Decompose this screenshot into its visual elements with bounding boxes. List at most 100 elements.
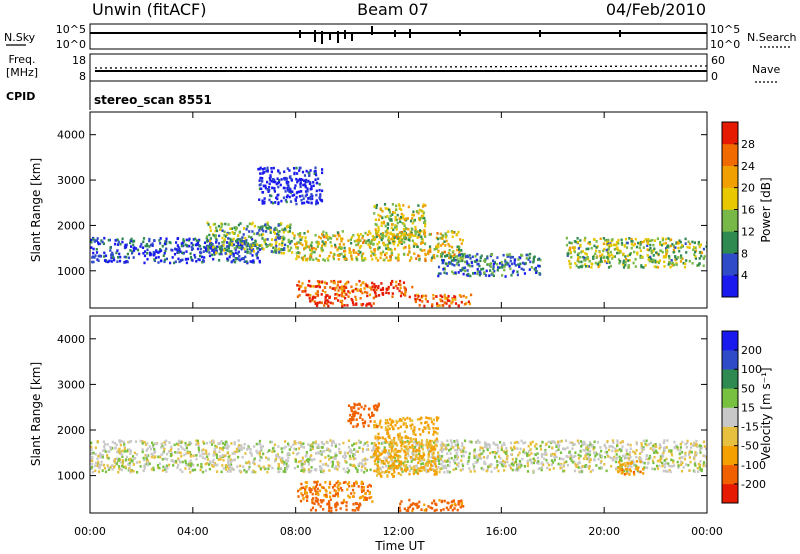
power-cell (185, 250, 188, 253)
velocity-cell (632, 450, 635, 453)
power-cell (420, 249, 424, 252)
power-cell (95, 251, 99, 254)
power-cell (361, 236, 364, 240)
velocity-cell (433, 499, 436, 502)
velocity-cell (373, 424, 376, 427)
velocity-cell (456, 463, 459, 467)
velocity-cell (384, 450, 387, 454)
velocity-cell (585, 457, 588, 460)
velocity-cell (579, 454, 582, 458)
power-cell (606, 250, 609, 253)
power-cell (393, 226, 397, 229)
power-cell (511, 271, 514, 274)
power-cell (232, 258, 235, 262)
velocity-cell (628, 456, 631, 460)
power-cell (289, 175, 292, 178)
velocity-cell (118, 457, 121, 461)
power-cell (97, 241, 100, 244)
velocity-cell (117, 459, 120, 462)
velocity-cell (318, 445, 321, 449)
power-cell (107, 260, 110, 264)
velocity-cell (131, 455, 135, 458)
power-cell (298, 195, 302, 198)
power-cell (461, 267, 464, 270)
power-cell (391, 292, 394, 295)
velocity-cell (461, 464, 465, 468)
velocity-cell (390, 458, 393, 461)
power-cell (295, 242, 298, 246)
velocity-cell (268, 464, 272, 468)
velocity-cell (229, 470, 232, 473)
power-cell (94, 254, 97, 257)
power-cell (408, 244, 411, 247)
velocity-cell (382, 441, 385, 444)
power-cell (125, 245, 128, 249)
velocity-cell (336, 492, 339, 496)
power-cell (527, 258, 530, 261)
power-cell (456, 258, 459, 261)
power-cell (275, 248, 278, 252)
power-cell (250, 249, 253, 253)
power-cell (153, 239, 156, 242)
velocity-cell (414, 433, 417, 437)
power-cell (680, 256, 683, 260)
velocity-cell (354, 457, 357, 460)
velocity-cell (440, 441, 443, 444)
power-cell (664, 255, 668, 259)
power-cell (196, 242, 199, 246)
velocity-cell (529, 441, 532, 445)
power-cell (391, 253, 394, 257)
power-cell (391, 295, 394, 298)
power-cell (364, 257, 367, 261)
power-cell (330, 280, 333, 283)
power-cell (261, 172, 264, 175)
power-cell (312, 250, 315, 254)
power-cell (672, 248, 675, 252)
velocity-cell (433, 441, 436, 444)
power-cell (159, 242, 162, 245)
velocity-cell (427, 441, 430, 444)
velocity-cell (215, 456, 219, 459)
velocity-cell (165, 439, 168, 443)
power-cell (101, 240, 104, 244)
power-colorbar-tick-label: 28 (741, 138, 755, 151)
velocity-cell (358, 502, 361, 505)
velocity-cell (373, 420, 376, 423)
power-cell (510, 262, 514, 266)
velocity-cell (332, 456, 335, 460)
power-cell (479, 259, 482, 263)
power-cell (437, 272, 440, 275)
velocity-cell (209, 440, 212, 444)
power-cell (309, 248, 312, 252)
power-cell (350, 254, 353, 257)
power-cell (124, 243, 127, 247)
noise-left-tick-high: 10^5 (56, 23, 86, 36)
velocity-cell (618, 458, 621, 462)
power-cell (461, 268, 464, 272)
power-cell (684, 262, 687, 266)
velocity-cell (456, 440, 459, 444)
power-cell (388, 211, 392, 214)
velocity-cell (205, 441, 209, 445)
velocity-cell (402, 423, 405, 426)
velocity-cell (505, 449, 508, 453)
velocity-cell (400, 419, 403, 422)
velocity-cell (184, 459, 187, 463)
power-cell (274, 250, 277, 253)
power-cell (306, 230, 309, 233)
velocity-cell (613, 455, 616, 459)
velocity-cell (440, 444, 443, 447)
velocity-cell (537, 467, 540, 470)
velocity-cell (439, 448, 442, 452)
velocity-cell (493, 451, 496, 454)
power-cell (126, 260, 129, 264)
power-cell (193, 253, 196, 257)
power-cell (348, 248, 351, 252)
velocity-cell (170, 445, 173, 449)
velocity-cell (550, 463, 554, 466)
power-cell (411, 217, 414, 220)
velocity-cell (374, 452, 377, 456)
velocity-cell (433, 509, 436, 512)
power-cell (608, 261, 611, 264)
velocity-cell (589, 449, 592, 453)
